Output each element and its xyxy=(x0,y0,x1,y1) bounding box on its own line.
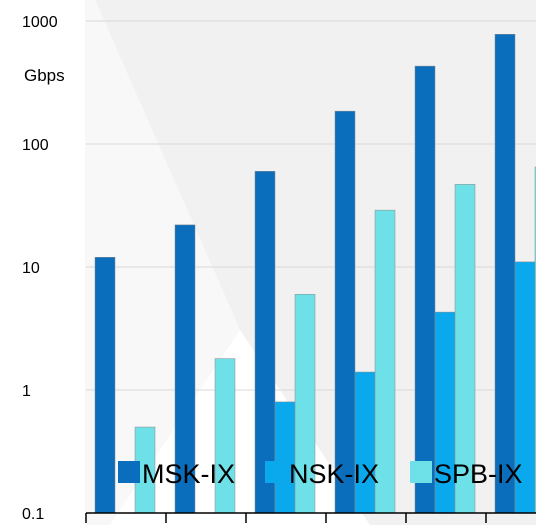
y-tick-label: 1000 xyxy=(22,14,58,31)
x-axis xyxy=(85,512,536,523)
bar-spb-ix-2 xyxy=(214,358,236,514)
bar-nsk-ix-4 xyxy=(354,371,376,514)
bar-msk-ix-4 xyxy=(334,110,356,514)
y-tick-label: 1 xyxy=(22,383,31,400)
legend-swatch xyxy=(265,461,287,483)
bars-group xyxy=(94,34,536,514)
legend-label: MSK-IX xyxy=(142,459,235,489)
y-tick-label: 0.1 xyxy=(22,506,44,523)
legend-label: SPB-IX xyxy=(434,459,523,489)
y-tick-labels: 0.1 1 10 100 1000 xyxy=(22,14,58,523)
watermark-shape-left xyxy=(85,0,240,525)
y-tick-label: 100 xyxy=(22,137,49,154)
y-tick-label: 10 xyxy=(22,260,40,277)
legend-swatch xyxy=(410,461,432,483)
bar-msk-ix-6 xyxy=(494,34,516,514)
bar-msk-ix-5 xyxy=(414,65,436,514)
legend-label: NSK-IX xyxy=(289,459,379,489)
legend: MSK-IX NSK-IX SPB-IX xyxy=(118,459,523,489)
bar-msk-ix-1 xyxy=(94,257,116,514)
legend-swatch xyxy=(118,461,140,483)
bar-nsk-ix-3 xyxy=(274,401,296,514)
y-axis-label: Gbps xyxy=(24,66,65,85)
